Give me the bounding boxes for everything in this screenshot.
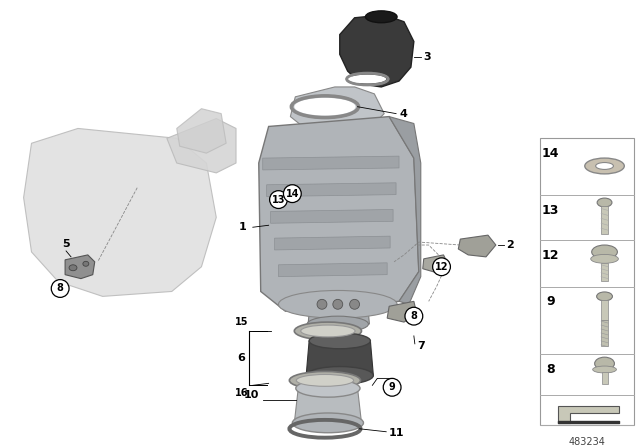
Ellipse shape <box>593 366 616 373</box>
Ellipse shape <box>592 245 618 259</box>
Ellipse shape <box>294 322 362 340</box>
Text: 13: 13 <box>541 203 559 216</box>
Ellipse shape <box>289 371 360 389</box>
Ellipse shape <box>585 158 624 174</box>
Text: 14: 14 <box>541 147 559 160</box>
FancyBboxPatch shape <box>601 263 608 280</box>
Ellipse shape <box>596 292 612 301</box>
Polygon shape <box>387 302 417 322</box>
Circle shape <box>269 191 287 208</box>
Ellipse shape <box>365 11 397 23</box>
FancyBboxPatch shape <box>601 320 608 346</box>
Text: 8: 8 <box>57 284 63 293</box>
Polygon shape <box>24 129 216 297</box>
Ellipse shape <box>278 290 397 318</box>
Polygon shape <box>267 183 396 197</box>
Text: 6: 6 <box>237 353 245 363</box>
Text: 1: 1 <box>239 222 247 232</box>
Text: 9: 9 <box>546 295 554 308</box>
Polygon shape <box>423 255 449 273</box>
Text: 4: 4 <box>399 108 407 119</box>
Circle shape <box>51 280 69 297</box>
Polygon shape <box>308 302 369 324</box>
Ellipse shape <box>69 265 77 271</box>
Text: 3: 3 <box>424 52 431 62</box>
Polygon shape <box>389 116 420 304</box>
Ellipse shape <box>596 163 613 169</box>
Text: 12: 12 <box>541 249 559 262</box>
Circle shape <box>433 258 451 276</box>
Ellipse shape <box>301 325 355 337</box>
Polygon shape <box>167 119 236 173</box>
FancyBboxPatch shape <box>601 207 608 234</box>
Polygon shape <box>275 236 390 250</box>
FancyBboxPatch shape <box>540 138 634 425</box>
Polygon shape <box>306 341 373 375</box>
Text: 12: 12 <box>435 262 448 272</box>
Text: 7: 7 <box>417 341 424 351</box>
Polygon shape <box>278 263 387 276</box>
Text: 15: 15 <box>236 317 249 327</box>
FancyBboxPatch shape <box>602 372 607 384</box>
Polygon shape <box>294 388 362 423</box>
Circle shape <box>317 299 327 309</box>
Text: 11: 11 <box>389 428 404 438</box>
Text: 9: 9 <box>388 382 396 392</box>
Ellipse shape <box>349 75 386 83</box>
Polygon shape <box>259 116 419 311</box>
Ellipse shape <box>296 379 360 397</box>
Polygon shape <box>271 210 393 223</box>
FancyBboxPatch shape <box>601 300 608 320</box>
Polygon shape <box>340 15 414 87</box>
Ellipse shape <box>296 375 353 386</box>
Text: 2: 2 <box>506 240 513 250</box>
Text: 16: 16 <box>236 388 249 398</box>
Polygon shape <box>558 406 620 423</box>
Ellipse shape <box>309 333 371 349</box>
Polygon shape <box>262 156 399 170</box>
Circle shape <box>333 299 343 309</box>
Polygon shape <box>65 255 95 279</box>
Ellipse shape <box>595 357 614 370</box>
Circle shape <box>284 185 301 202</box>
Polygon shape <box>458 235 496 257</box>
Ellipse shape <box>306 366 373 384</box>
Text: 483234: 483234 <box>569 437 605 447</box>
Ellipse shape <box>307 316 369 332</box>
Polygon shape <box>291 87 384 129</box>
Text: 13: 13 <box>272 194 285 205</box>
Text: 8: 8 <box>546 362 554 375</box>
Circle shape <box>405 307 423 325</box>
Text: 5: 5 <box>62 239 70 249</box>
Ellipse shape <box>597 198 612 207</box>
Text: 8: 8 <box>410 311 417 321</box>
Ellipse shape <box>292 413 364 433</box>
Circle shape <box>349 299 360 309</box>
Ellipse shape <box>591 254 618 263</box>
Circle shape <box>383 379 401 396</box>
Polygon shape <box>177 109 226 153</box>
Text: 10: 10 <box>243 390 259 400</box>
Text: 14: 14 <box>285 189 299 198</box>
Ellipse shape <box>294 98 356 116</box>
Ellipse shape <box>83 261 89 266</box>
